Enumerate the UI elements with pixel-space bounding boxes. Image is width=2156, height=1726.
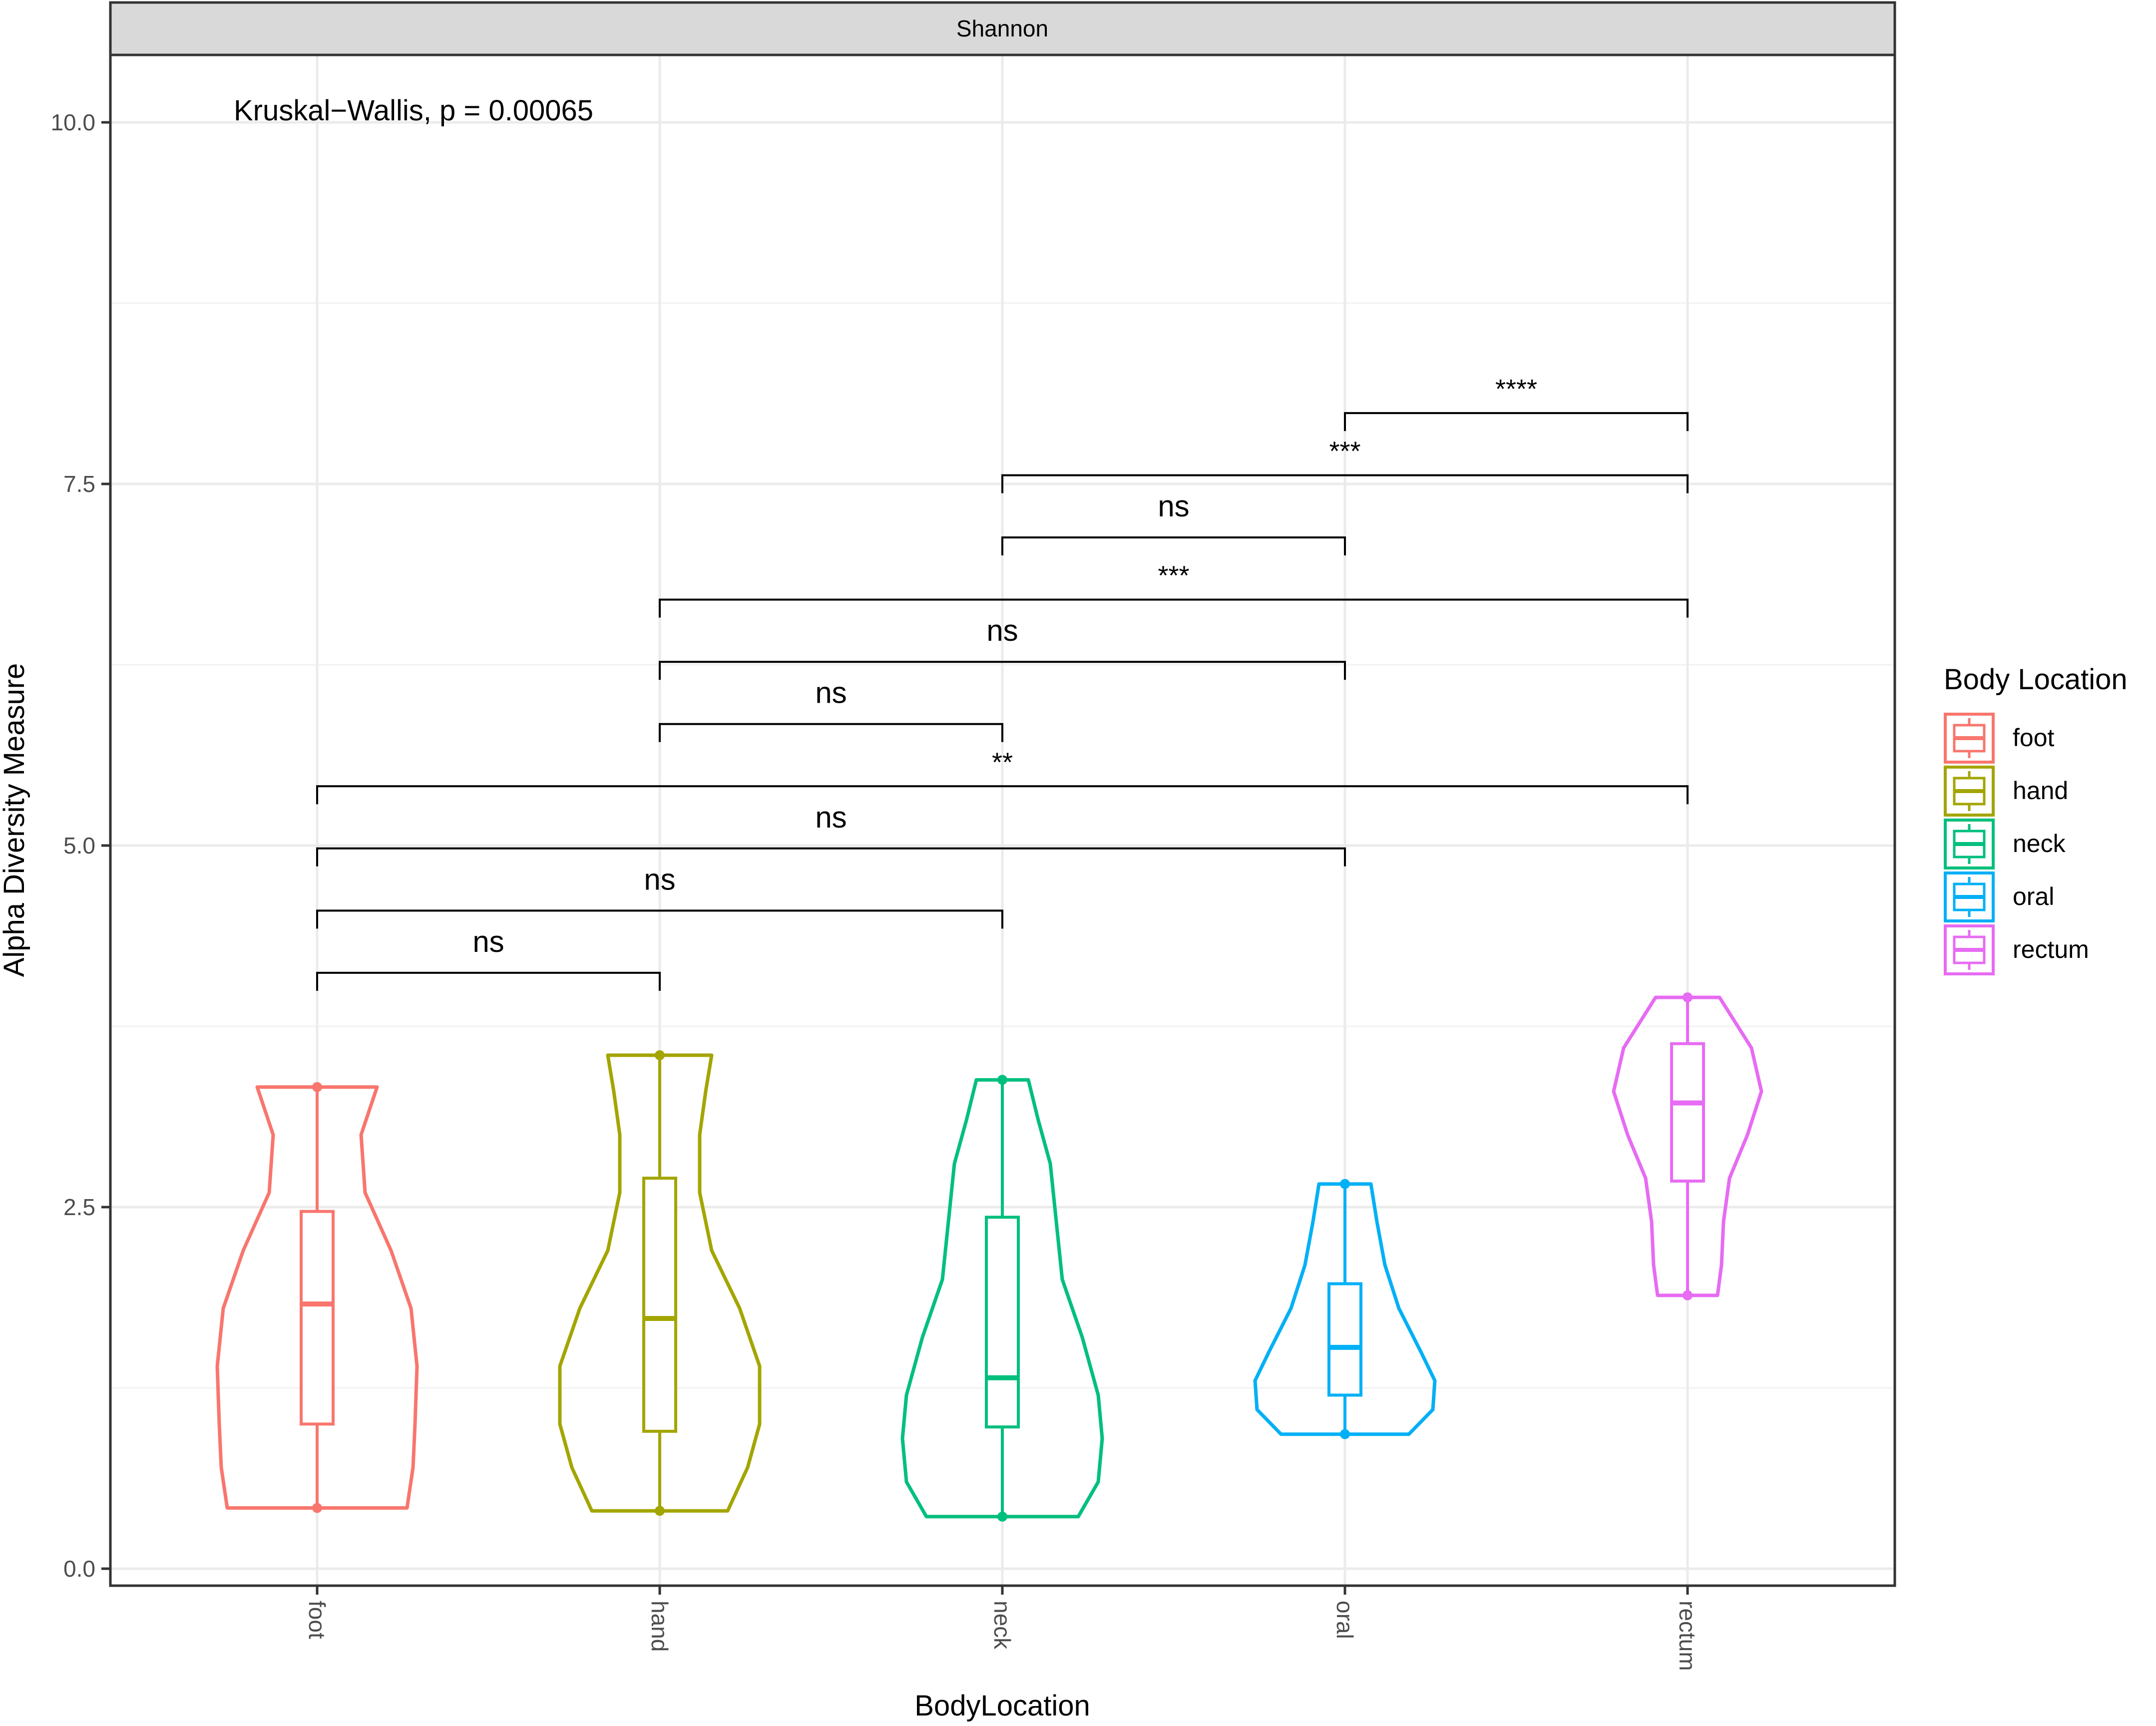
significance-label-foot-neck: ns: [644, 863, 675, 896]
y-tick-label: 0.0: [63, 1556, 95, 1582]
bracket-hand-rectum: [659, 598, 1689, 618]
significance-label-oral-rectum: ****: [1495, 374, 1537, 404]
box-hand: [642, 1177, 677, 1433]
violin-rectum: [1612, 995, 1763, 1297]
x-tick-label-oral: oral: [1332, 1601, 1358, 1639]
bracket-neck-rectum: [1001, 474, 1689, 493]
significance-label-hand-rectum: ***: [1158, 561, 1189, 591]
violin-group-foot: [215, 1082, 419, 1513]
significance-label-neck-oral: ns: [1158, 489, 1189, 523]
x-tick-label-foot: foot: [304, 1601, 330, 1639]
comparison-neck-rectum: ***: [1001, 436, 1689, 493]
comparison-hand-oral: ns: [659, 614, 1346, 680]
comparison-foot-hand: ns: [316, 925, 661, 991]
facet-label: Shannon: [956, 15, 1048, 41]
y-tick-label: 2.5: [63, 1194, 95, 1220]
y-axis: 0.0 2.5 5.0 7.5 10.0: [50, 109, 110, 1582]
bracket-neck-oral: [1001, 536, 1346, 556]
significance-label-foot-hand: ns: [472, 925, 504, 958]
legend-entry-rectum: rectum: [1944, 924, 2089, 975]
significance-label-foot-oral: ns: [815, 801, 847, 834]
significance-label-foot-rectum: **: [992, 747, 1013, 777]
violin-group-oral: [1253, 1179, 1437, 1439]
outlier-max-foot: [312, 1082, 322, 1092]
bracket-foot-rectum: [316, 785, 1689, 805]
bracket-hand-oral: [659, 661, 1346, 680]
violins: [215, 992, 1763, 1522]
outlier-min-hand: [655, 1506, 665, 1516]
outlier-max-hand: [655, 1050, 665, 1060]
legend: Body Location foot hand neck oral rectum: [1944, 663, 2128, 975]
violin-neck: [900, 1078, 1104, 1519]
legend-title: Body Location: [1944, 663, 2128, 696]
comparison-neck-oral: ns: [1001, 489, 1346, 556]
violin-hand: [558, 1053, 762, 1513]
legend-entry-hand: hand: [1944, 766, 2068, 817]
comparison-foot-rectum: **: [316, 747, 1689, 805]
x-tick-label-hand: hand: [647, 1601, 673, 1652]
legend-label-oral: oral: [2013, 882, 2054, 910]
violin-oral: [1253, 1182, 1437, 1436]
y-tick-label: 5.0: [63, 833, 95, 859]
significance-label-hand-neck: ns: [815, 676, 847, 710]
outlier-max-rectum: [1683, 992, 1693, 1003]
bracket-hand-neck: [659, 723, 1003, 742]
outlier-min-rectum: [1683, 1290, 1693, 1300]
y-axis-title: Alpha Diversity Measure: [0, 663, 30, 977]
box-neck: [985, 1216, 1020, 1429]
box-foot: [300, 1210, 335, 1426]
y-tick-label: 7.5: [63, 471, 95, 497]
x-axis: foot hand neck oral rectum: [304, 1586, 1701, 1671]
kruskal-wallis-annotation: Kruskal−Wallis, p = 0.00065: [234, 94, 593, 127]
significance-label-hand-oral: ns: [986, 614, 1018, 647]
bracket-foot-oral: [316, 847, 1346, 866]
comparison-foot-oral: ns: [316, 801, 1346, 866]
legend-entry-neck: neck: [1944, 819, 2066, 869]
bracket-foot-neck: [316, 909, 1003, 929]
bracket-oral-rectum: [1344, 412, 1689, 432]
violin-group-rectum: [1612, 992, 1763, 1300]
y-tick-label: 10.0: [50, 109, 95, 135]
facet-strip: [109, 1, 1896, 56]
legend-label-hand: hand: [2013, 777, 2068, 805]
legend-label-neck: neck: [2013, 830, 2066, 858]
outlier-min-foot: [312, 1503, 322, 1513]
violin-group-neck: [900, 1075, 1104, 1522]
box-oral: [1327, 1282, 1362, 1397]
x-tick-label-rectum: rectum: [1675, 1601, 1701, 1671]
legend-entry-oral: oral: [1944, 871, 2054, 922]
outlier-min-oral: [1340, 1429, 1350, 1439]
x-tick-label-neck: neck: [989, 1601, 1015, 1650]
outlier-max-oral: [1340, 1179, 1350, 1189]
x-axis-title: BodyLocation: [914, 1690, 1090, 1722]
legend-entry-foot: foot: [1944, 713, 2055, 764]
violin-foot: [215, 1085, 419, 1510]
comparison-oral-rectum: ****: [1344, 374, 1689, 432]
significance-label-neck-rectum: ***: [1329, 436, 1360, 466]
legend-label-foot: foot: [2013, 724, 2055, 752]
legend-label-rectum: rectum: [2013, 935, 2089, 963]
violin-group-hand: [558, 1050, 762, 1516]
comparison-hand-neck: ns: [659, 676, 1003, 742]
comparison-foot-neck: ns: [316, 863, 1003, 929]
outlier-min-neck: [997, 1511, 1007, 1522]
outlier-max-neck: [997, 1075, 1007, 1085]
box-rectum: [1670, 1042, 1705, 1183]
bracket-foot-hand: [316, 971, 661, 991]
comparison-hand-rectum: ***: [659, 561, 1689, 618]
